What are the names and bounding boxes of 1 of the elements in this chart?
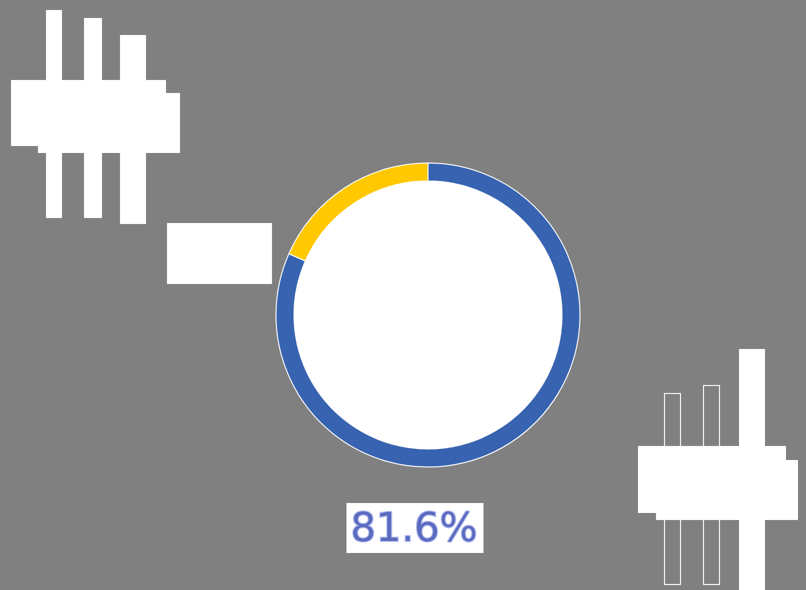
data-label: 81.6% (350, 505, 478, 551)
